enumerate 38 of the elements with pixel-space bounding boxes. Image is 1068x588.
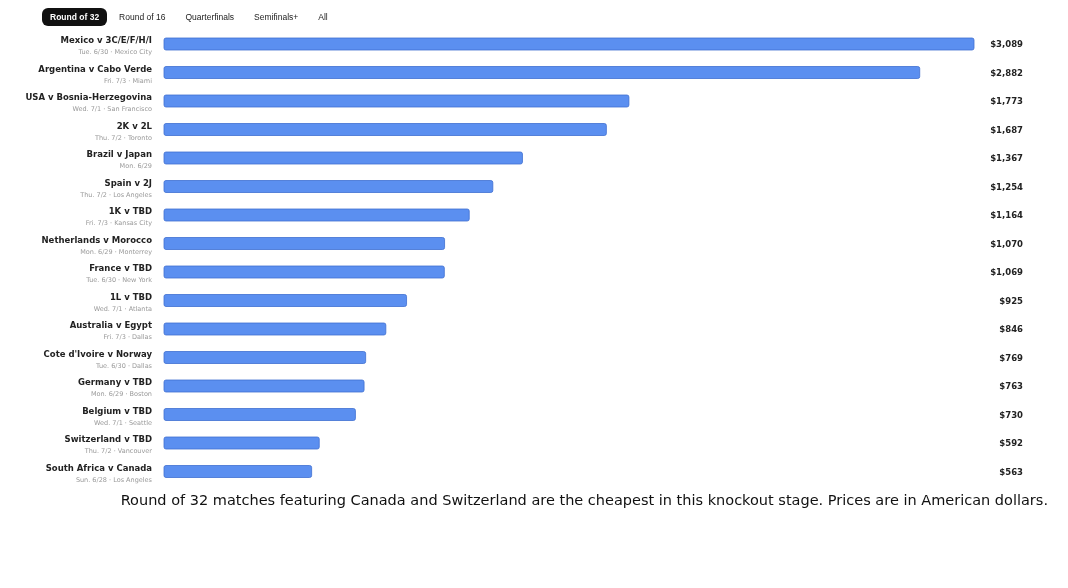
bar	[163, 94, 630, 108]
data-label: $1,070	[990, 238, 1024, 249]
data-label: $730	[999, 409, 1024, 420]
bar	[163, 180, 494, 193]
data-label: $1,069	[990, 267, 1024, 277]
data-label: $763	[999, 381, 1024, 391]
bar	[163, 465, 313, 478]
bar	[163, 123, 607, 136]
text: Semifinals+	[246, 8, 307, 26]
data-label: $563	[999, 466, 1024, 477]
data-label: $592	[999, 438, 1024, 448]
data-label: $846	[999, 324, 1024, 334]
bar	[163, 265, 445, 279]
bar	[163, 151, 523, 165]
bar	[163, 379, 365, 393]
data-label: $925	[999, 295, 1024, 306]
text: Round of 16	[111, 8, 174, 26]
data-label: $1,254	[990, 181, 1024, 192]
bar	[163, 351, 367, 364]
text: All	[310, 8, 336, 26]
bar	[163, 436, 320, 450]
bar	[163, 408, 356, 421]
text: Round of 32 matches featuring Canada and Switzerland are the cheapest in this knockout stage. Prices are in American dollars.	[119, 491, 1048, 510]
data-label: $3,089	[990, 39, 1024, 49]
data-label: $2,882	[990, 67, 1024, 78]
bar	[163, 208, 470, 222]
bar	[163, 37, 975, 51]
data-label: $769	[999, 352, 1024, 363]
bar	[163, 237, 445, 250]
bar	[163, 294, 407, 307]
data-label: $1,164	[990, 210, 1024, 220]
bar	[163, 66, 921, 79]
data-label: $1,773	[990, 96, 1024, 106]
data-label: $1,367	[990, 153, 1024, 163]
text: Round of 32	[42, 8, 108, 26]
text: Quarterfinals	[177, 8, 243, 26]
data-label: $1,687	[990, 124, 1024, 135]
bar	[163, 322, 387, 336]
